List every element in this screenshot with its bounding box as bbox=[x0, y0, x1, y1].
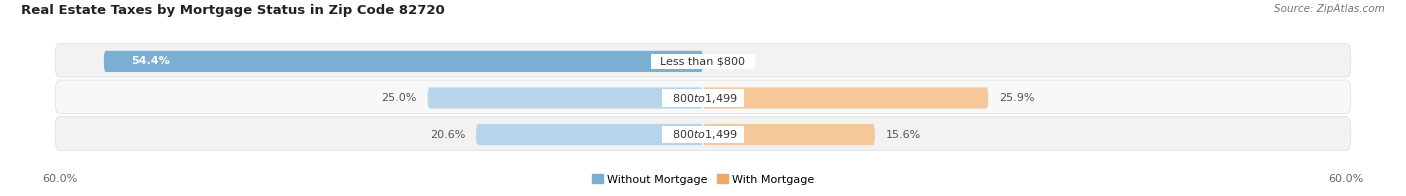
FancyBboxPatch shape bbox=[55, 117, 1351, 150]
Text: Source: ZipAtlas.com: Source: ZipAtlas.com bbox=[1274, 4, 1385, 14]
Text: 15.6%: 15.6% bbox=[886, 130, 921, 140]
Text: 25.0%: 25.0% bbox=[381, 93, 416, 103]
FancyBboxPatch shape bbox=[427, 87, 703, 109]
Text: 60.0%: 60.0% bbox=[1329, 174, 1364, 184]
Text: $800 to $1,499: $800 to $1,499 bbox=[665, 128, 741, 141]
Text: Less than $800: Less than $800 bbox=[654, 56, 752, 66]
FancyBboxPatch shape bbox=[703, 124, 875, 145]
FancyBboxPatch shape bbox=[703, 87, 988, 109]
Text: $800 to $1,499: $800 to $1,499 bbox=[665, 92, 741, 104]
Text: 60.0%: 60.0% bbox=[42, 174, 77, 184]
Text: 20.6%: 20.6% bbox=[430, 130, 465, 140]
Legend: Without Mortgage, With Mortgage: Without Mortgage, With Mortgage bbox=[588, 170, 818, 189]
FancyBboxPatch shape bbox=[55, 44, 1351, 77]
FancyBboxPatch shape bbox=[55, 80, 1351, 114]
Text: 54.4%: 54.4% bbox=[131, 56, 170, 66]
FancyBboxPatch shape bbox=[104, 51, 703, 72]
Text: Real Estate Taxes by Mortgage Status in Zip Code 82720: Real Estate Taxes by Mortgage Status in … bbox=[21, 4, 444, 17]
Text: 0.0%: 0.0% bbox=[720, 56, 748, 66]
Text: 25.9%: 25.9% bbox=[1000, 93, 1035, 103]
FancyBboxPatch shape bbox=[477, 124, 703, 145]
